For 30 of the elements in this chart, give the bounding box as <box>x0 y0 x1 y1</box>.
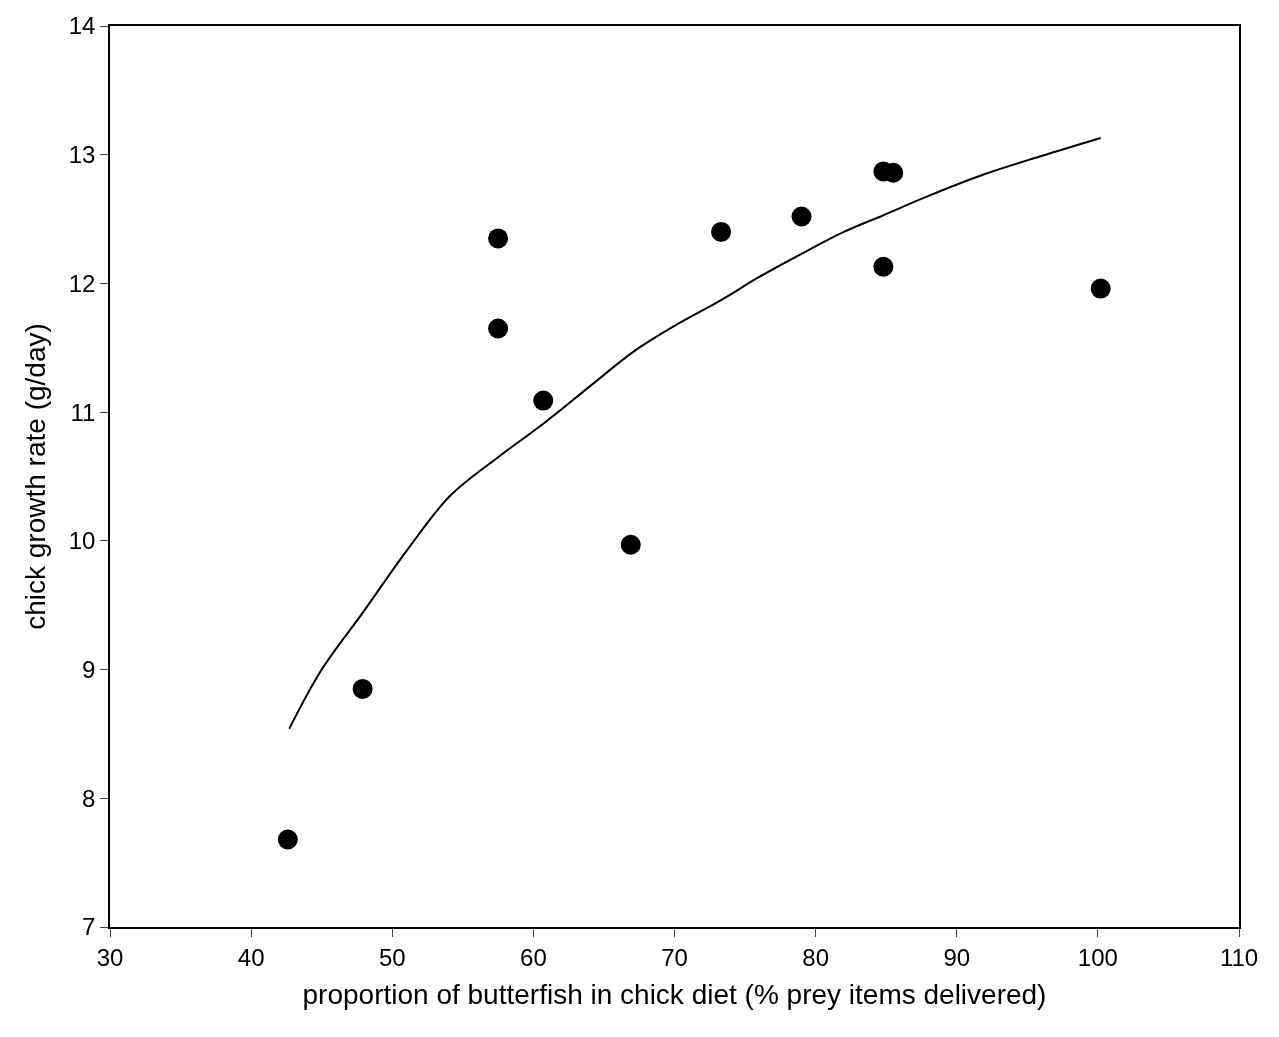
point <box>488 228 509 249</box>
y-tick-label: 7 <box>82 913 96 941</box>
point <box>711 221 732 242</box>
point <box>620 534 641 555</box>
y-tick-label: 11 <box>70 398 96 426</box>
y-tick-label: 13 <box>68 141 96 169</box>
y-tick-label: 14 <box>68 12 96 40</box>
point <box>1090 278 1111 299</box>
point <box>352 678 373 699</box>
x-tick-label: 60 <box>520 943 547 971</box>
x-tick-label: 90 <box>943 943 971 971</box>
x-tick-label: 80 <box>802 943 829 971</box>
point <box>791 206 812 227</box>
y-tick-label: 10 <box>68 527 96 555</box>
x-tick-label: 30 <box>96 943 124 971</box>
x-tick-label: 70 <box>661 943 688 971</box>
x-axis-title: proportion of butterfish in chick diet (% prey items delivered) <box>302 979 1047 1011</box>
x-tick-label: 40 <box>237 943 265 971</box>
x-tick-label: 100 <box>1077 943 1118 971</box>
x-tick-label: 50 <box>378 943 406 971</box>
y-tick-label: 8 <box>82 784 96 812</box>
y-tick-label: 9 <box>82 655 96 683</box>
point <box>488 318 509 339</box>
line-series <box>288 136 1102 730</box>
x-tick-label: 110 <box>1219 943 1259 971</box>
point <box>277 829 298 850</box>
point <box>533 390 554 411</box>
point <box>873 256 894 277</box>
y-tick-label: 12 <box>68 269 96 297</box>
y-axis-title: chick growth rate (g/day) <box>19 323 51 630</box>
